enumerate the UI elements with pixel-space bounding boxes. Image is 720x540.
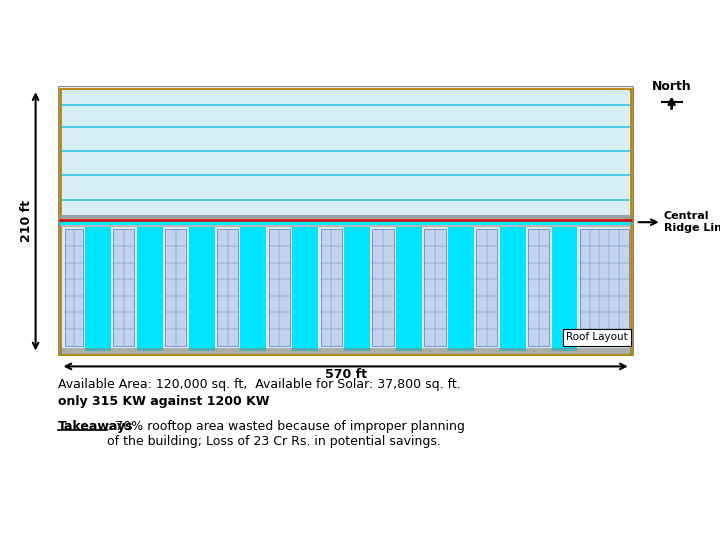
Bar [189,227,215,351]
Bar [372,230,394,346]
Bar [448,227,474,351]
Text: Central
Ridge Line: Central Ridge Line [664,211,720,233]
Bar [65,230,83,346]
Bar [500,227,526,351]
Text: : 70% rooftop area wasted because of improper planning
of the building; Loss of : : 70% rooftop area wasted because of imp… [107,421,465,448]
Bar [476,230,498,346]
Bar [552,227,577,351]
Text: Takeaways: Takeaways [58,421,133,434]
Text: 570 ft: 570 ft [325,368,366,381]
Bar [269,230,290,346]
Bar [60,225,631,227]
Bar [62,90,629,221]
Bar [60,348,631,354]
Bar [396,227,422,351]
Bar [320,230,342,346]
Bar [580,230,629,346]
Bar [60,220,631,225]
Text: Available Area: 120,000 sq. ft,  Available for Solar: 37,800 sq. ft.: Available Area: 120,000 sq. ft, Availabl… [58,379,460,392]
Bar [217,230,238,346]
Bar [528,230,549,346]
Bar [137,227,163,351]
Bar [85,227,111,351]
Bar [113,230,135,346]
Bar [424,230,446,346]
Text: only 315 KW against 1200 KW: only 315 KW against 1200 KW [58,395,269,408]
Bar [344,227,370,351]
Bar [165,230,186,346]
Bar [60,214,631,220]
Text: Study Case – Large Manufacturing Industry: Study Case – Large Manufacturing Industr… [14,21,590,44]
Bar [62,227,629,354]
Bar [240,227,266,351]
Text: 210 ft: 210 ft [20,200,33,242]
Text: Roof Layout: Roof Layout [566,333,628,342]
Bar [292,227,318,351]
Text: North: North [652,80,691,93]
